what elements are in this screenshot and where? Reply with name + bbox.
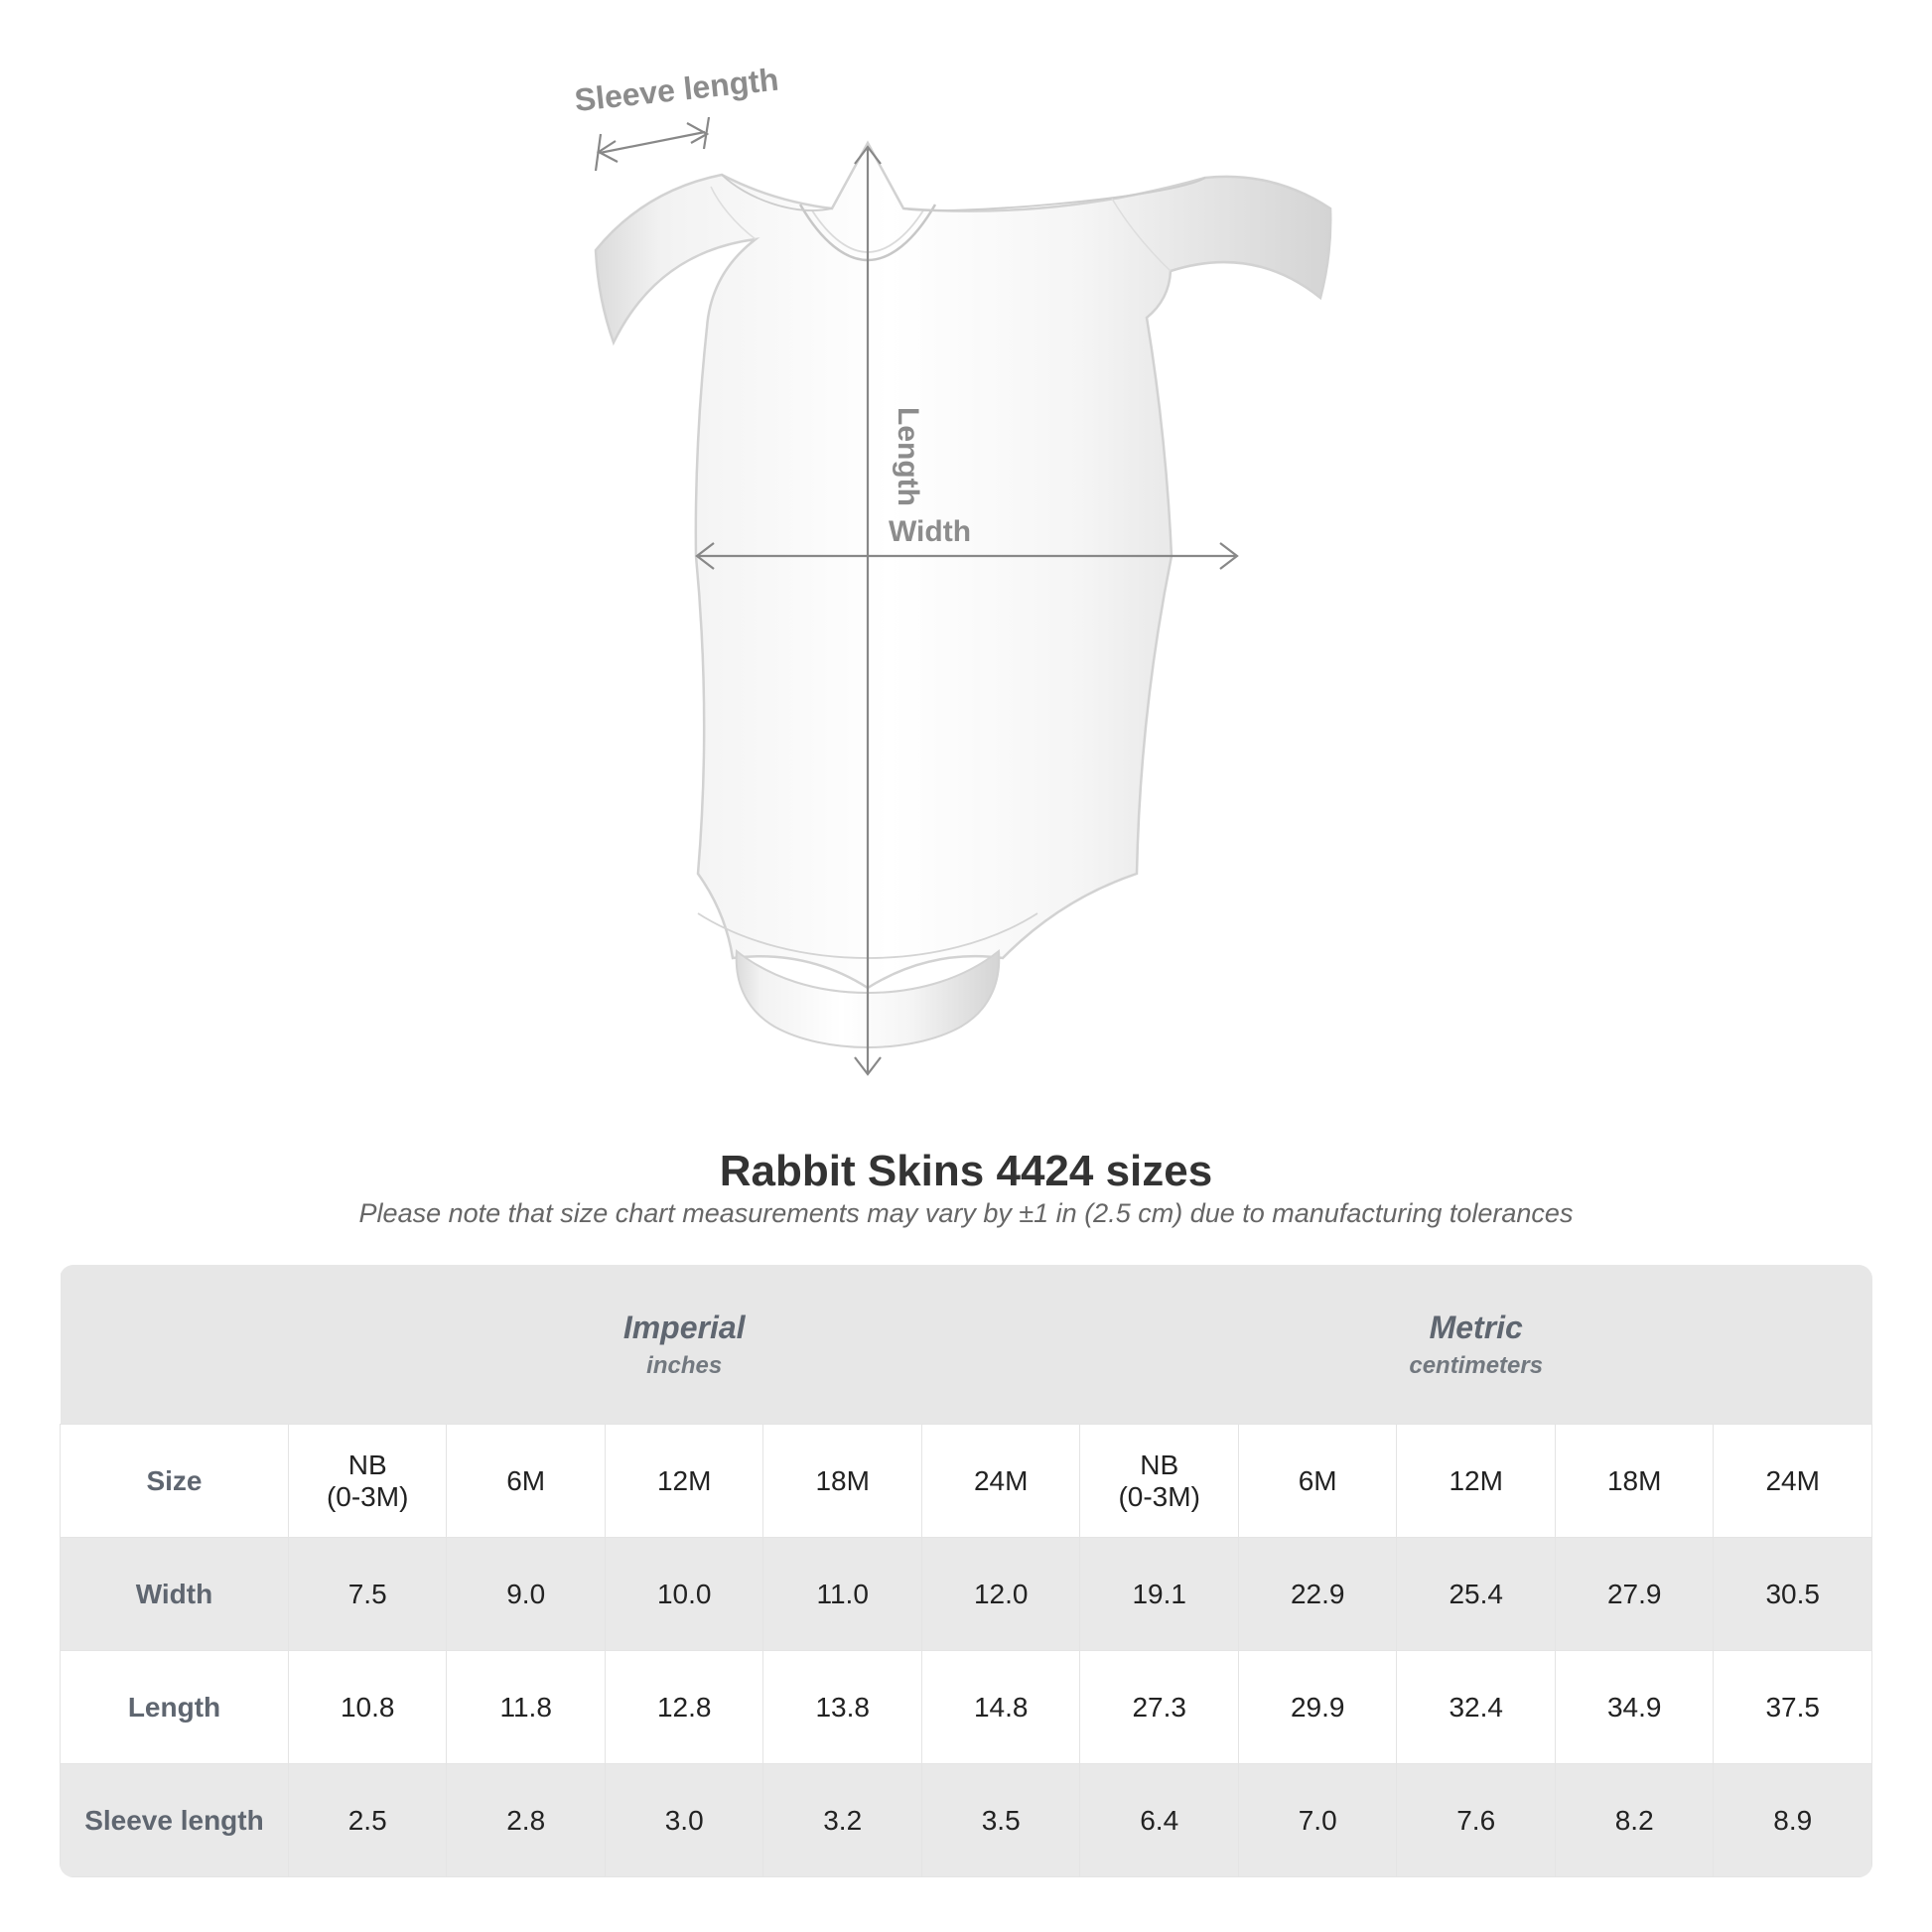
svg-text:Width: Width bbox=[889, 515, 971, 548]
svg-text:Length: Length bbox=[892, 407, 924, 506]
svg-text:Sleeve length: Sleeve length bbox=[573, 62, 780, 118]
